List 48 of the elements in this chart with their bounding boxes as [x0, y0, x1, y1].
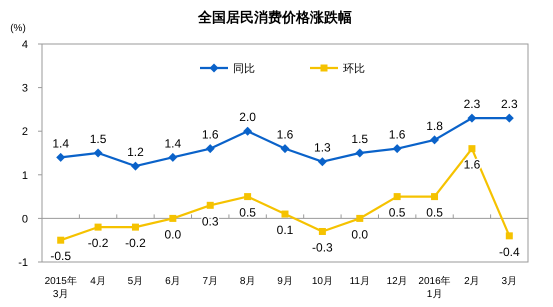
data-label: 1.4 [52, 136, 70, 150]
y-tick-label: 0 [22, 213, 28, 226]
y-tick-label: 2 [22, 126, 28, 138]
data-label: 2.3 [500, 97, 518, 112]
data-label: 2.0 [239, 110, 256, 124]
data-label: 1.6 [202, 128, 219, 142]
y-tick-label: -1 [18, 257, 28, 269]
chart-title: 全国居民消费价格涨跌幅 [197, 9, 352, 25]
data-label: 0.0 [164, 227, 182, 242]
data-label: 1.2 [127, 145, 144, 160]
y-tick-label: 1 [22, 170, 28, 182]
x-tick-label: 10月 [312, 276, 333, 287]
x-tick-label: 2月 [464, 276, 480, 287]
data-label: 2.3 [464, 97, 481, 112]
data-label: -0.3 [312, 240, 334, 254]
x-tick-label: 8月 [240, 276, 256, 287]
x-tick-label: 4月 [90, 276, 106, 287]
data-label: -0.4 [498, 244, 520, 259]
data-label: 0.0 [351, 227, 368, 242]
legend-label: 同比 [233, 62, 255, 75]
data-label: 1.4 [164, 136, 182, 150]
x-tick-label: 12月 [386, 276, 408, 287]
data-label: -0.2 [125, 236, 146, 250]
data-label: 0.5 [426, 206, 444, 220]
data-label: 0.3 [202, 214, 219, 228]
data-label: 1.3 [314, 140, 332, 155]
data-label: -0.5 [50, 249, 72, 264]
y-axis-title: (%) [10, 23, 26, 34]
data-label: 1.5 [90, 132, 107, 146]
data-label: 0.5 [239, 206, 256, 220]
x-tick-label: 2016年 1月 [418, 275, 451, 300]
x-tick-label: 5月 [128, 276, 144, 287]
data-label: 1.6 [276, 128, 294, 142]
x-tick-label: 3月 [502, 276, 518, 287]
data-label: 0.5 [388, 206, 406, 220]
data-label: 1.6 [388, 128, 406, 142]
data-label: -0.2 [88, 236, 109, 250]
x-tick-label: 7月 [202, 276, 218, 287]
x-tick-label: 6月 [165, 276, 181, 287]
data-label: 0.1 [276, 223, 294, 238]
x-tick-label: 2015年 3月 [44, 275, 77, 300]
y-tick-label: 4 [22, 39, 28, 51]
legend-label: 环比 [343, 62, 365, 75]
data-label: 1.5 [351, 132, 368, 146]
y-tick-label: 3 [22, 82, 28, 95]
data-label: 1.8 [426, 118, 444, 133]
x-tick-label: 11月 [350, 276, 370, 287]
x-tick-label: 9月 [277, 276, 293, 287]
